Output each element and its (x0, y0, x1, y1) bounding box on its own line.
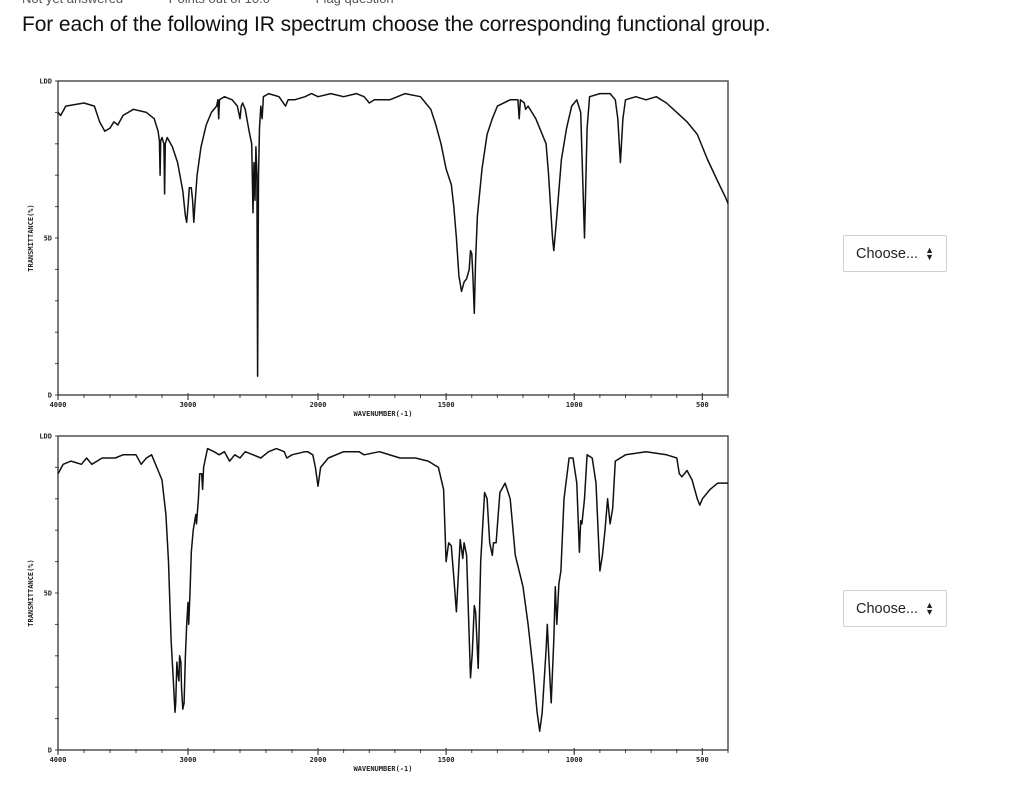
x-tick-label: 1000 (566, 401, 583, 409)
points-label: Points out of 10.0 (169, 0, 270, 6)
y-axis-label: TRANSMITTANCE(%) (27, 559, 35, 626)
x-tick-label: 4000 (50, 401, 67, 409)
y-tick-label: LDD (39, 433, 52, 441)
functional-group-select-1[interactable]: Choose... ▲ ▼ (843, 235, 947, 272)
x-tick-label: 500 (696, 401, 709, 409)
y-tick-label: 5D (44, 590, 52, 598)
x-tick-label: 2000 (310, 401, 327, 409)
x-tick-label: 1500 (438, 756, 455, 764)
plot-frame (57, 435, 729, 751)
x-tick-label: 3000 (180, 756, 197, 764)
spectrum-trace (57, 447, 728, 732)
spectrum-trace (57, 92, 729, 377)
x-tick-label: 500 (696, 756, 709, 764)
x-axis-label: WAVENUMBER(-1) (353, 410, 412, 418)
y-tick-label: LDD (39, 78, 52, 86)
select-updown-icon: ▲ ▼ (925, 244, 934, 262)
y-axis-label: TRANSMITTANCE(%) (27, 204, 35, 271)
flag-question-link[interactable]: Flag question (316, 0, 394, 6)
x-tick-label: 3000 (180, 401, 197, 409)
x-axis-label: WAVENUMBER(-1) (353, 765, 412, 773)
question-text: For each of the following IR spectrum ch… (22, 13, 771, 36)
y-tick-label: 5D (44, 235, 52, 243)
y-tick-label: D (48, 747, 52, 755)
plot-frame (57, 80, 729, 396)
ir-spectrum-1-plot: D 5D LDD TRANSMITTANCE(%) 4000 3000 2000 1500 10… (27, 78, 729, 418)
ir-spectrum-2-plot: D 5D LDD TRANSMITTANCE(%) 4000 3000 2000 1500 10… (27, 433, 729, 773)
functional-group-select-2[interactable]: Choose... ▲ ▼ (843, 590, 947, 627)
select-updown-icon: ▲ ▼ (925, 599, 934, 617)
x-tick-label: 4000 (50, 756, 67, 764)
select-label: Choose... (856, 245, 919, 262)
answer-state: Not yet answered (22, 0, 123, 6)
y-tick-label: D (48, 392, 52, 400)
x-tick-label: 2000 (310, 756, 327, 764)
x-tick-label: 1000 (566, 756, 583, 764)
select-label: Choose... (856, 600, 919, 617)
x-tick-label: 1500 (438, 401, 455, 409)
ir-spectrum-1: D 5D LDD TRANSMITTANCE(%) 4000 3000 2000 1500 10… (0, 70, 740, 435)
ir-spectrum-2: D 5D LDD TRANSMITTANCE(%) 4000 3000 2000 1500 10… (0, 425, 740, 795)
question-status-strip: Not yet answered Points out of 10.0 Flag… (22, 0, 436, 6)
